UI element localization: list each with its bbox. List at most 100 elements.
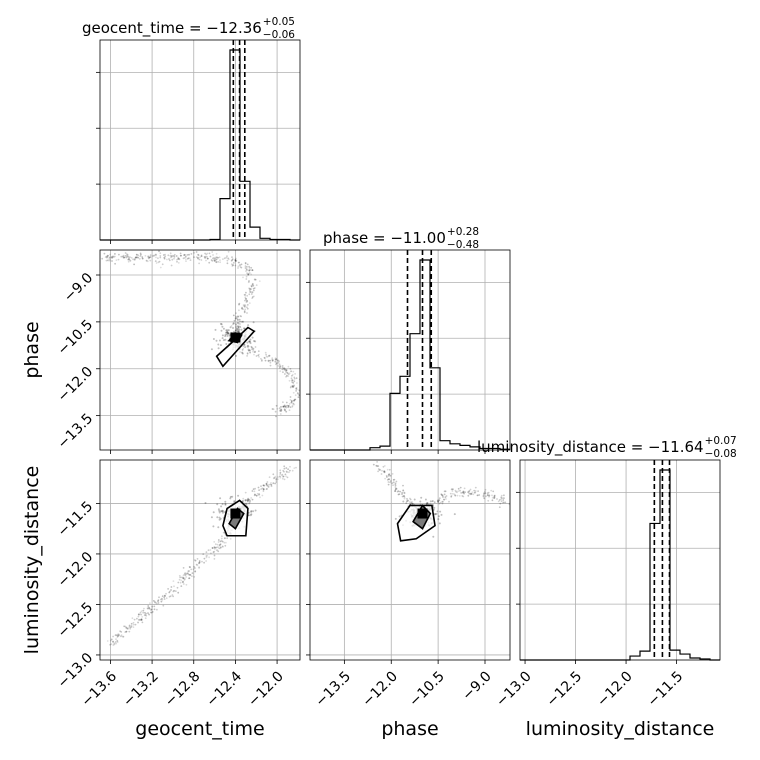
scatter-point [237,322,240,325]
scatter-point [464,491,466,494]
scatter-point [109,256,111,259]
scatter-point [188,577,191,579]
scatter-point [163,598,166,600]
scatter-point [296,388,298,391]
scatter-point [227,332,230,335]
scatter-point [248,267,251,269]
scatter-point [252,287,255,290]
scatter-point [238,309,240,312]
scatter-point [261,359,263,361]
scatter-point [195,251,198,253]
scatter-point [137,254,140,257]
scatter-point [443,498,445,501]
panel-frame [99,459,301,661]
scatter-point [269,361,272,364]
scatter-point [265,484,268,487]
scatter-point [125,255,127,257]
scatter-point [137,614,140,616]
scatter-point [247,498,250,501]
scatter-point [247,281,250,284]
scatter-point [149,256,152,258]
scatter-point [223,537,226,540]
scatter-point [120,255,123,258]
scatter-point [388,468,391,471]
scatter-point [253,353,255,356]
scatter-point [441,500,444,503]
scatter-point [147,605,150,607]
scatter-point [183,257,186,259]
scatter-point [243,311,246,314]
scatter-point [193,559,196,561]
scatter-point [198,561,201,564]
title-layer: geocent_time = −12.36 +0.05−0.06 phase = −… [82,16,737,460]
scatter-point [148,607,151,610]
scatter-point [122,256,125,259]
scatter-point [437,500,440,503]
scatter-point [249,514,252,517]
scatter-point [394,483,396,486]
scatter-point [424,498,427,501]
scatter-point [409,497,411,500]
scatter-point [120,634,123,637]
marginal-title-upper-error: +0.28 [447,226,479,238]
scatter-point [219,261,222,264]
scatter-point [496,498,498,500]
scatter-point [228,334,231,337]
scatter-point [124,631,127,633]
scatter-point [254,509,257,512]
scatter-point [264,357,266,360]
scatter-point [500,500,503,503]
scatter-point [383,470,385,473]
scatter-point [148,606,150,609]
scatter-point [177,591,180,594]
scatter-point [209,549,212,551]
scatter-point [139,255,142,257]
scatter-point [293,403,296,406]
scatter-point [436,499,439,502]
scatter-point [144,617,147,620]
scatter-point [482,493,485,496]
scatter-point [224,500,227,503]
scatter-point [381,469,383,472]
scatter-point [275,358,277,361]
scatter-point [488,494,491,497]
scatter-point [161,599,164,601]
marginal-title-upper-error: +0.05 [263,16,295,28]
scatter-point [186,257,189,260]
scatter-point [238,261,240,264]
scatter-point [268,354,270,357]
scatter-point [391,473,394,475]
scatter-point [279,469,282,472]
scatter-point [397,490,400,492]
scatter-point [275,404,278,407]
scatter-point [221,540,224,543]
scatter-point [241,352,244,355]
scatter-point [221,337,224,340]
scatter-point [276,407,279,410]
scatter-point [483,497,486,500]
scatter-point [271,360,274,362]
scatter-point [277,359,279,361]
scatter-point [198,258,201,261]
scatter-point [182,577,185,580]
scatter-point [133,259,136,261]
scatter-point [500,494,503,497]
scatter-point [259,496,261,499]
scatter-point [217,343,220,346]
scatter-point [114,641,117,643]
scatter-point [112,644,115,647]
scatter-point [106,256,108,259]
scatter-point [161,595,164,598]
scatter-point [463,487,466,490]
scatter-point [180,254,183,257]
scatter-point [292,385,294,388]
scatter-point [202,553,205,555]
scatter-point [389,474,392,477]
x-axis-label-phase: phase [381,718,438,740]
scatter-point [263,488,265,491]
scatter-point [108,259,111,262]
scatter-point [195,256,198,258]
density-peak [230,332,241,343]
scatter-point [503,497,505,499]
scatter-point [213,546,216,548]
